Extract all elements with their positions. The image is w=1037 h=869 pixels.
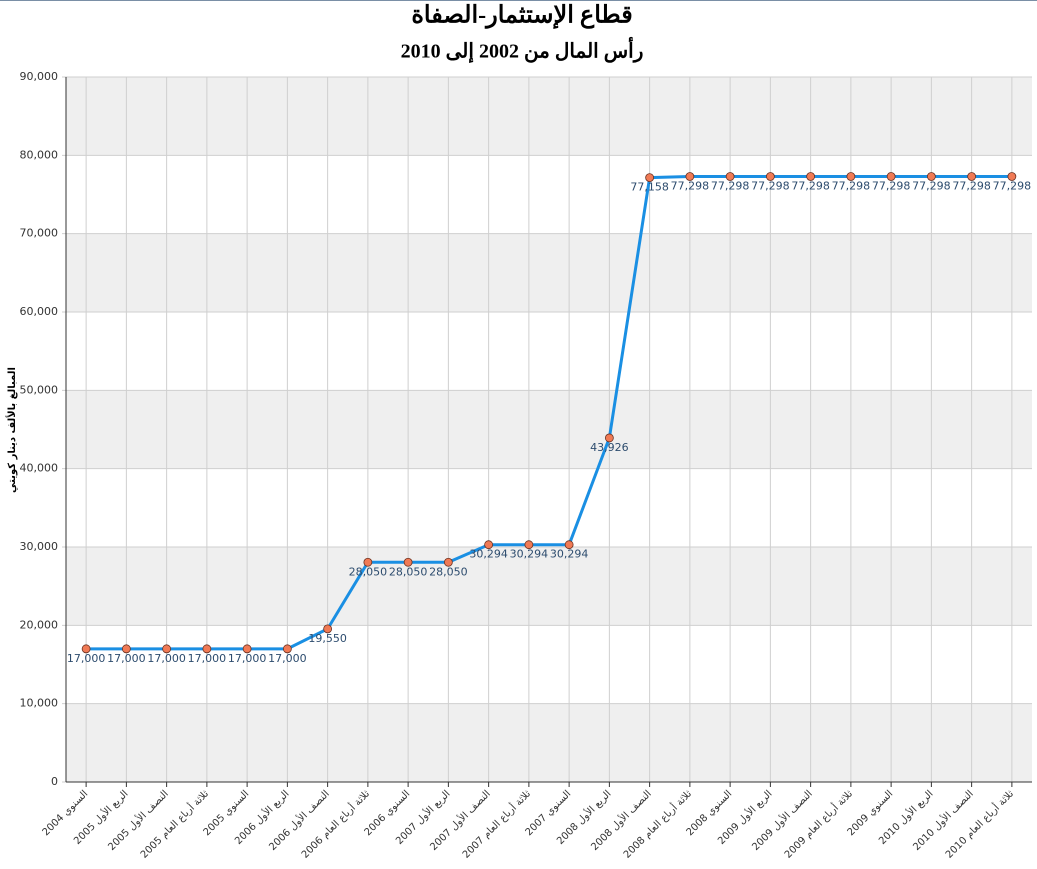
value-label: 77,298	[711, 179, 750, 192]
data-point	[121, 644, 131, 654]
data-point	[886, 172, 896, 181]
data-point	[524, 540, 534, 550]
value-label: 28,050	[429, 565, 468, 578]
value-label: 28,050	[389, 565, 428, 578]
data-point	[685, 172, 695, 181]
y-tick-label: 90,000	[20, 70, 59, 83]
y-tick-label: 40,000	[20, 462, 59, 475]
data-point	[967, 172, 977, 181]
band-stripe	[66, 233, 1032, 312]
value-label: 77,298	[872, 179, 911, 192]
value-label: 77,298	[832, 179, 871, 192]
y-tick-label: 0	[51, 775, 58, 788]
y-axis-label: المبالغ بالألف دينار كويتي	[5, 367, 18, 493]
data-point	[162, 644, 172, 654]
value-label: 77,298	[751, 179, 790, 192]
value-label: 17,000	[188, 652, 227, 665]
data-point	[604, 433, 614, 443]
y-tick-label: 10,000	[20, 697, 59, 710]
x-tick-label: ثلاثة أرباع العام 2009	[781, 787, 855, 861]
data-point	[846, 172, 856, 181]
data-point	[403, 557, 413, 567]
data-point	[926, 172, 936, 181]
y-tick-label: 60,000	[20, 305, 59, 318]
value-label: 17,000	[268, 652, 307, 665]
value-label: 19,550	[308, 632, 347, 645]
value-label: 77,298	[791, 179, 830, 192]
value-label: 77,298	[671, 179, 710, 192]
x-tick-label: ثلاثة أرباع العام 2010	[942, 787, 1016, 861]
data-point	[202, 644, 212, 654]
data-point	[725, 172, 735, 181]
band-stripe	[66, 547, 1032, 626]
value-label: 43,926	[590, 441, 629, 454]
value-label: 77,298	[912, 179, 951, 192]
data-point	[81, 644, 91, 654]
chart-title: قطاع الإستثمار-الصفاة	[411, 3, 632, 30]
data-point	[564, 540, 574, 550]
y-tick-label: 30,000	[20, 540, 59, 553]
data-point	[363, 557, 373, 567]
y-tick-label: 20,000	[20, 618, 59, 631]
data-point	[765, 172, 775, 181]
y-tick-label: 70,000	[20, 227, 59, 240]
data-point	[282, 644, 292, 654]
value-label: 77,298	[993, 179, 1032, 192]
chart-subtitle: رأس المال من 2002 إلى 2010	[401, 37, 644, 64]
data-point	[242, 644, 252, 654]
band-stripe	[66, 703, 1032, 782]
value-label: 30,294	[550, 548, 589, 561]
data-point	[806, 172, 816, 181]
x-tick-label: ثلاثة أرباع العام 2007	[459, 787, 533, 861]
value-label: 77,158	[630, 181, 669, 194]
data-point	[323, 624, 333, 634]
value-label: 17,000	[107, 652, 146, 665]
data-point	[645, 173, 655, 182]
value-label: 30,294	[469, 548, 508, 561]
value-label: 77,298	[952, 179, 991, 192]
band-stripe	[66, 77, 1032, 156]
value-label: 17,000	[67, 652, 106, 665]
band-stripe	[66, 390, 1032, 469]
x-tick-label: ثلاثة أرباع العام 2008	[620, 787, 694, 861]
value-label: 30,294	[510, 548, 549, 561]
y-tick-label: 80,000	[20, 148, 59, 161]
value-label: 17,000	[147, 652, 186, 665]
x-tick-label: ثلاثة أرباع العام 2006	[298, 787, 372, 861]
value-label: 17,000	[228, 652, 267, 665]
data-line	[86, 174, 1012, 651]
data-point	[1007, 172, 1017, 181]
value-label: 28,050	[349, 565, 388, 578]
y-tick-label: 50,000	[20, 383, 59, 396]
data-point	[443, 557, 453, 567]
data-point	[484, 540, 494, 550]
x-tick-label: ثلاثة أرباع العام 2005	[137, 787, 211, 861]
